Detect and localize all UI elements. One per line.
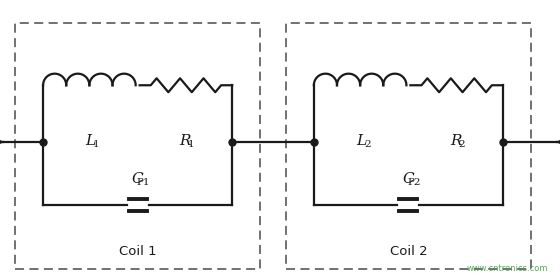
Text: R: R	[179, 134, 191, 148]
Text: 1: 1	[93, 140, 100, 149]
Text: Coil 2: Coil 2	[390, 245, 427, 258]
Text: L: L	[85, 134, 95, 148]
Text: 2: 2	[364, 140, 371, 149]
Text: C: C	[132, 172, 143, 186]
Text: www.cntronics.com: www.cntronics.com	[466, 264, 548, 273]
Bar	[15, 22, 260, 269]
Text: 1: 1	[188, 140, 194, 149]
Text: L: L	[356, 134, 366, 148]
Bar	[286, 22, 531, 269]
Text: P1: P1	[137, 178, 151, 187]
Text: P2: P2	[408, 178, 421, 187]
Text: R: R	[450, 134, 461, 148]
Text: C: C	[403, 172, 414, 186]
Text: 2: 2	[459, 140, 465, 149]
Text: Coil 1: Coil 1	[119, 245, 156, 258]
